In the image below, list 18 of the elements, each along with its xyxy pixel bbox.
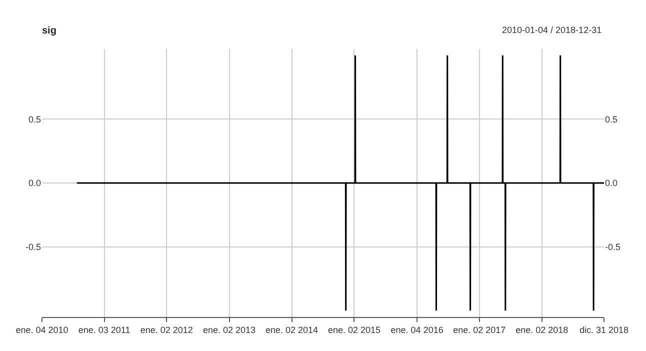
chart-subtitle: 2010-01-04 / 2018-12-31	[502, 25, 602, 35]
y2-tick-label: -0.5	[605, 242, 621, 252]
x-tick-label: ene. 03 2011	[78, 324, 130, 335]
y-tick-label: -0.5	[25, 242, 41, 252]
x-tick-label: ene. 02 2015	[328, 324, 381, 335]
x-tick-label: dic. 31 2018	[579, 324, 629, 335]
x-tick-label: ene. 04 2016	[390, 324, 444, 335]
y-tick-label: 0.5	[28, 114, 41, 124]
x-tick-label: ene. 02 2017	[453, 324, 506, 335]
x-tick-label: ene. 04 2010	[16, 324, 68, 335]
y2-tick-label: 0.5	[605, 114, 618, 124]
x-tick-label: ene. 02 2018	[516, 324, 568, 335]
chart-title: sig	[42, 26, 56, 36]
x-tick-label: ene. 02 2012	[140, 324, 193, 335]
x-tick-label: ene. 02 2014	[265, 324, 318, 335]
y-tick-label: 0.0	[28, 178, 41, 188]
x-tick-label: ene. 02 2013	[203, 324, 256, 335]
y2-tick-label: 0.0	[605, 178, 618, 188]
